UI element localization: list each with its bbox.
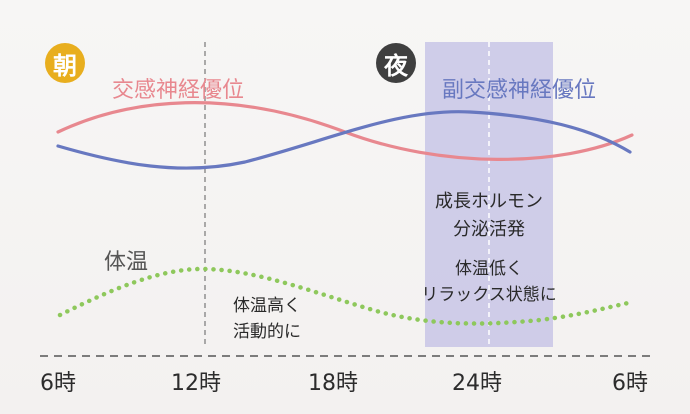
high-temp-note: 体温高く 活動的に: [212, 293, 322, 345]
x-tick-12: 12時: [171, 371, 221, 396]
sympathetic-label: 交感神経優位: [112, 78, 245, 103]
parasympathetic-label: 副交感神経優位: [442, 78, 597, 103]
night-badge: 夜: [376, 43, 416, 83]
morning-badge: 朝: [45, 43, 85, 83]
morning-badge-text: 朝: [53, 51, 77, 80]
growth-line-1: 成長ホルモン: [435, 191, 543, 212]
night-badge-text: 夜: [384, 51, 408, 80]
high-temp-line-1: 体温高く: [233, 296, 301, 316]
x-tick-18: 18時: [308, 371, 358, 396]
body-temperature-curve: [57, 266, 631, 326]
growth-line-2: 分泌活発: [453, 219, 525, 240]
body-temp-label: 体温: [104, 250, 149, 275]
low-temp-line-1: 体温低く: [455, 259, 523, 279]
parasympathetic-curve: [56, 110, 632, 170]
growth-hormone-note: 成長ホルモン 分泌活発: [414, 188, 564, 244]
low-temp-line-2: リラックス状態に: [421, 285, 557, 305]
x-tick-6am: 6時: [40, 371, 76, 396]
x-tick-6am-next: 6時: [612, 371, 648, 396]
low-temp-note: 体温低く リラックス状態に: [404, 256, 574, 308]
x-tick-24: 24時: [452, 371, 502, 396]
high-temp-line-2: 活動的に: [233, 322, 301, 342]
